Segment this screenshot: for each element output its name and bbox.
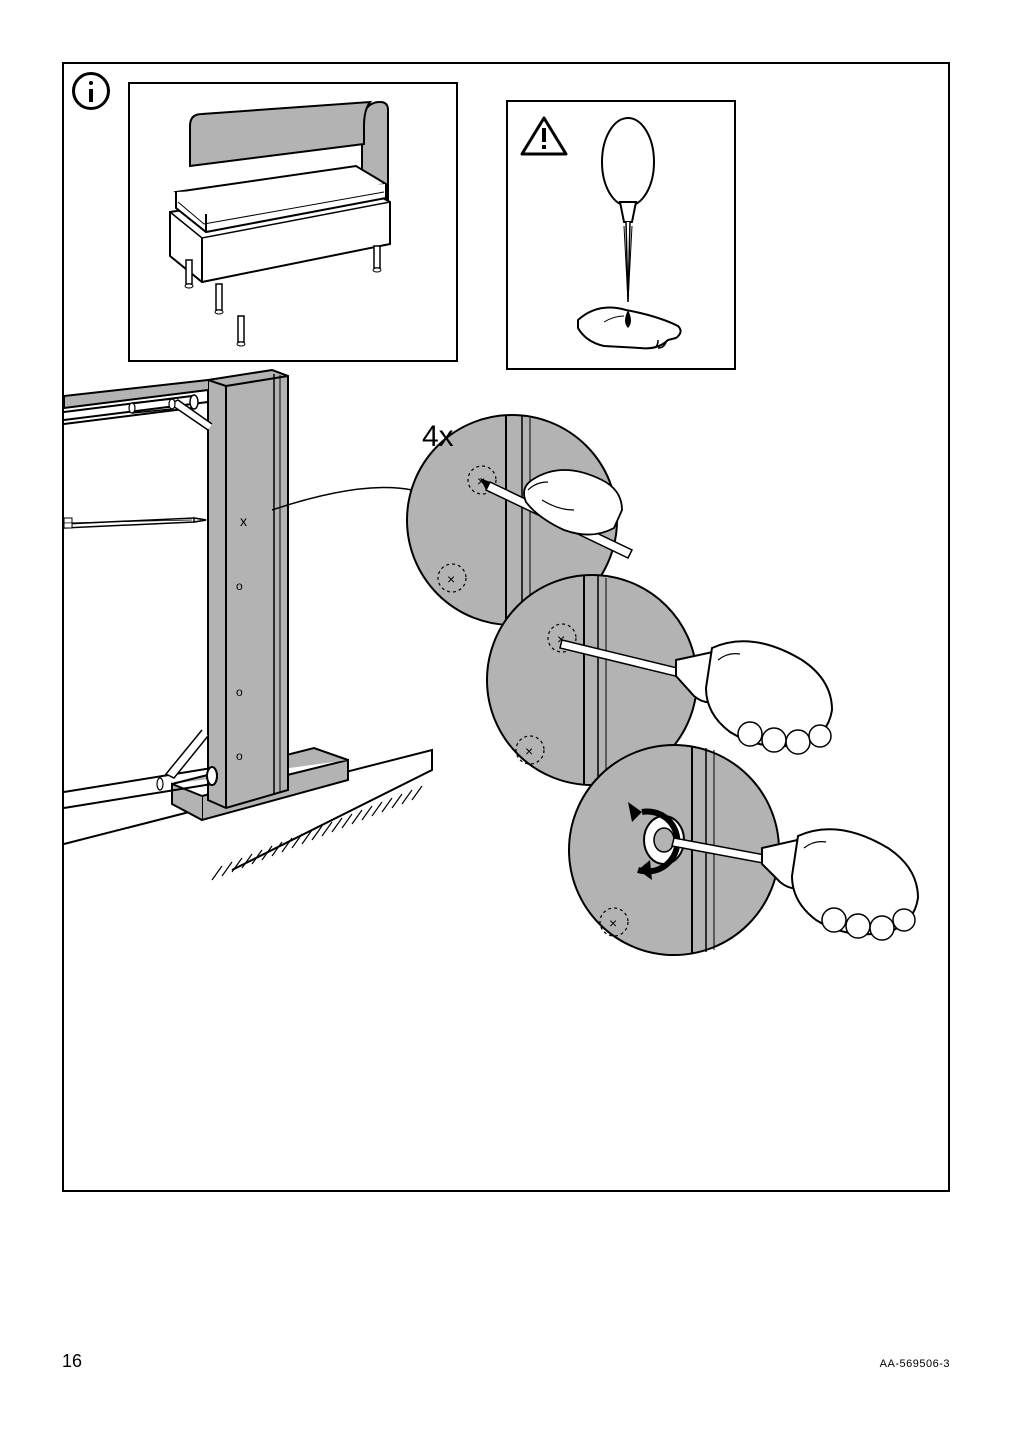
main-assembly-illustration: x o o o × × <box>62 360 950 990</box>
svg-text:×: × <box>447 571 455 587</box>
svg-text:×: × <box>525 743 533 759</box>
chaise-illustration <box>130 84 456 360</box>
svg-text:×: × <box>609 915 617 931</box>
svg-text:o: o <box>236 685 243 699</box>
pencil <box>64 518 206 528</box>
document-code: AA-569506-3 <box>880 1358 950 1370</box>
page-number: 16 <box>62 1351 82 1372</box>
detail-twist: × <box>569 745 918 955</box>
quantity-label: 4x <box>422 420 454 454</box>
info-icon <box>72 72 110 110</box>
svg-text:x: x <box>240 513 247 529</box>
product-preview-panel <box>128 82 458 362</box>
svg-text:o: o <box>236 579 243 593</box>
svg-text:o: o <box>236 749 243 763</box>
awl-warning-illustration <box>508 102 734 368</box>
caution-panel <box>506 100 736 370</box>
manual-page: x o o o × × <box>0 0 1012 1432</box>
